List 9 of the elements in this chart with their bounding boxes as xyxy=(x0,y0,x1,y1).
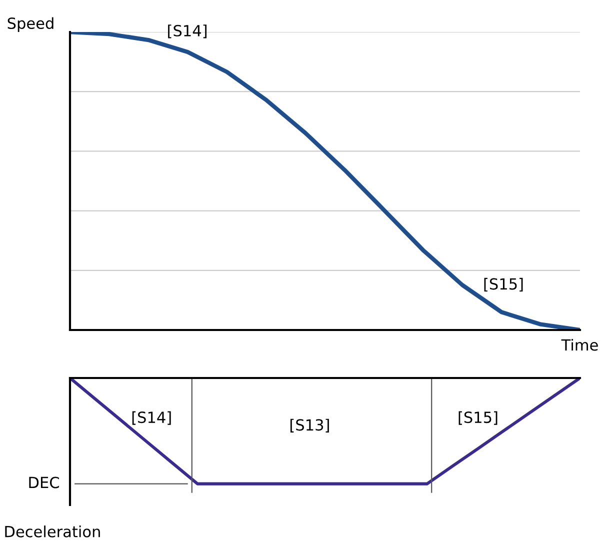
annotation: [S13] xyxy=(290,418,329,432)
annotation: [S15] xyxy=(458,411,498,425)
y-axis-title: Deceleration xyxy=(5,526,100,538)
annotation: [S14] xyxy=(132,411,171,425)
annotation: [S15] xyxy=(484,278,523,292)
x-axis-title: Time xyxy=(561,338,598,351)
y-axis-title: Speed xyxy=(8,17,54,32)
annotation: [S14] xyxy=(168,24,207,38)
ref-line-label: DEC xyxy=(29,476,59,488)
